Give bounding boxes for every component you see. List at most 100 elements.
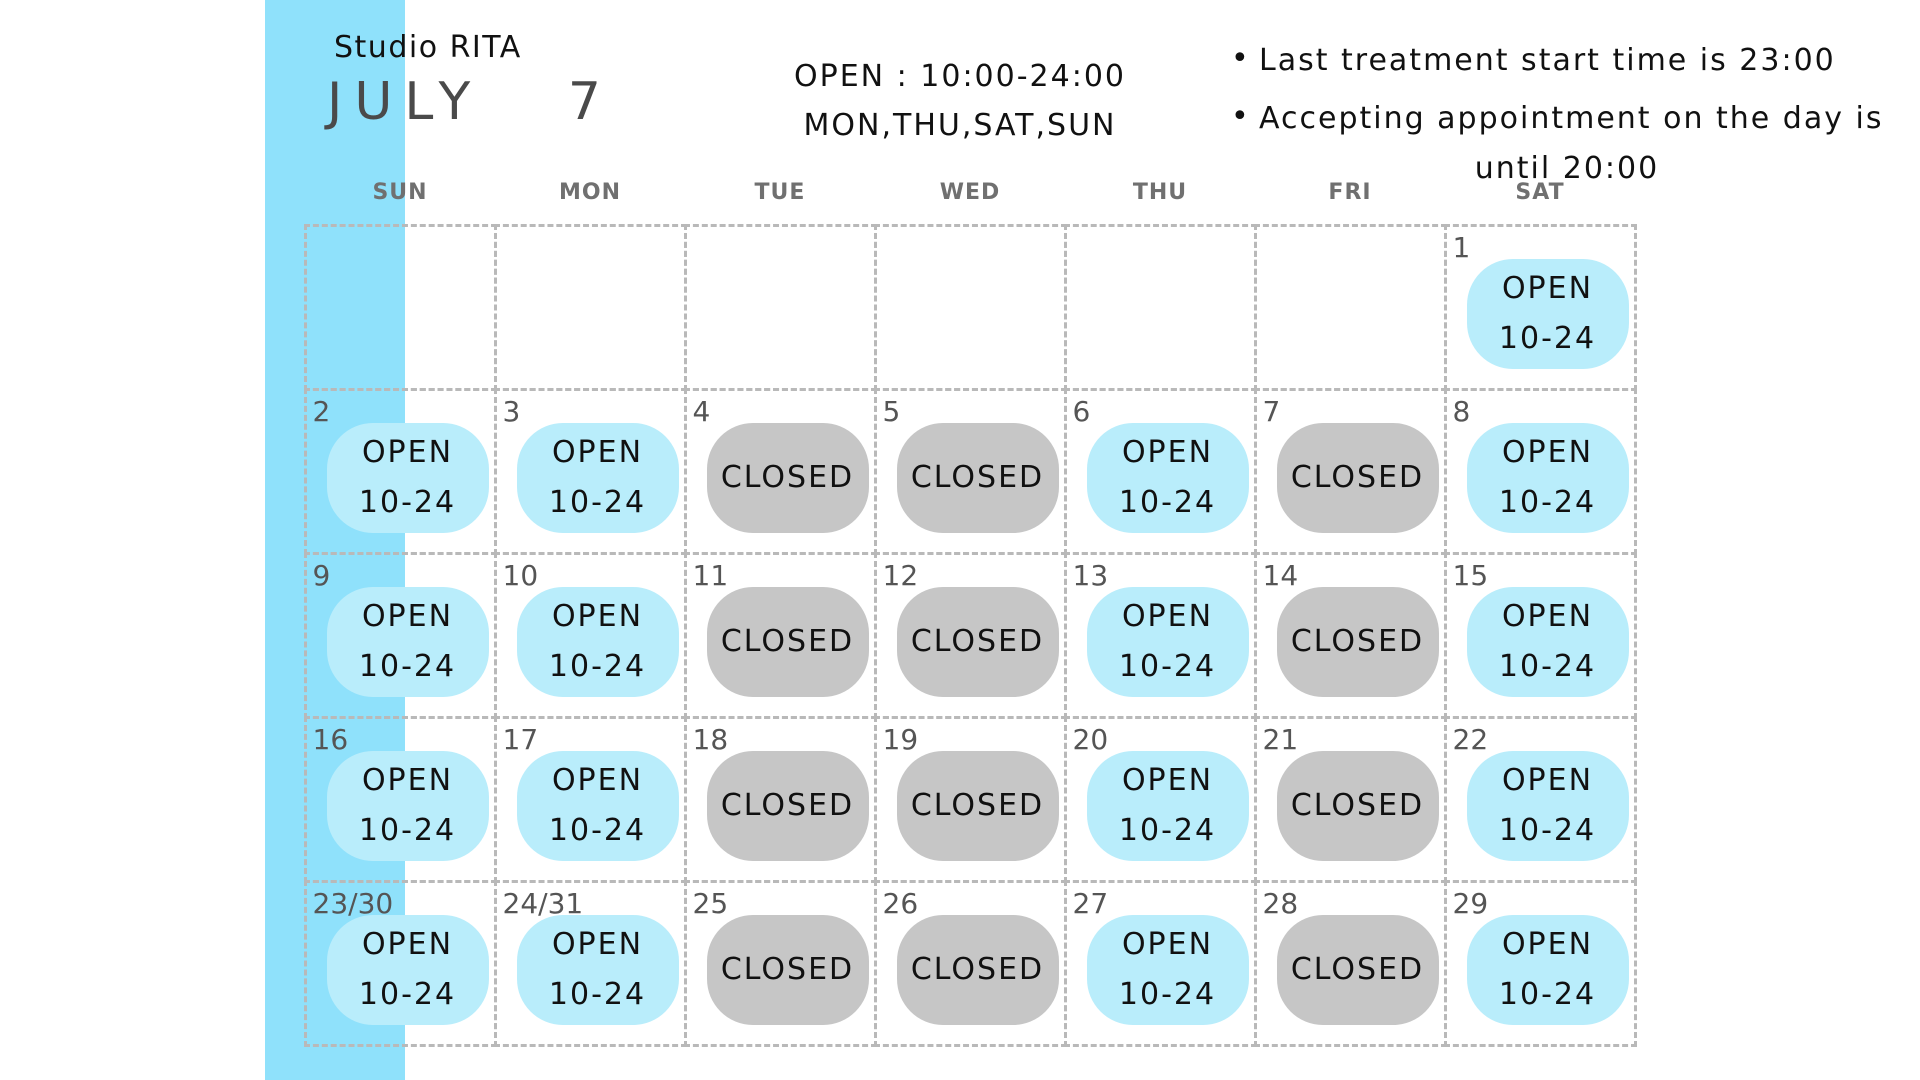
calendar-day-cell: 21 CLOSED [1253,715,1447,883]
calendar-day-cell [1253,223,1447,391]
status-label: OPEN [361,762,454,798]
day-number: 19 [882,722,919,756]
status-hours: 10-24 [1498,812,1597,848]
closed-status-badge: CLOSED [706,422,869,533]
note-same-day-line1: Accepting appointment on the day is [1259,101,1884,136]
calendar-day-cell: 24/31 OPEN 10-24 [493,879,687,1047]
calendar-day-cell: 3 OPEN 10-24 [493,387,687,555]
side-accent-stripe [265,0,405,1080]
closed-status-badge: CLOSED [896,914,1059,1025]
status-hours: 10-24 [358,812,457,848]
open-status-badge: OPEN 10-24 [516,914,679,1025]
status-label: CLOSED [720,459,855,495]
closed-status-badge: CLOSED [896,750,1059,861]
open-status-badge: OPEN 10-24 [516,586,679,697]
month-title: JULY 7 [327,72,613,132]
closed-status-badge: CLOSED [1276,750,1439,861]
day-number: 22 [1452,722,1489,756]
status-label: OPEN [551,762,644,798]
calendar-day-cell [683,223,877,391]
open-status-badge: OPEN 10-24 [1086,914,1249,1025]
weekday-label: SAT [1515,180,1565,205]
open-status-badge: OPEN 10-24 [1466,422,1629,533]
calendar-day-cell: 20 OPEN 10-24 [1063,715,1257,883]
calendar-day-cell: 7 CLOSED [1253,387,1447,555]
status-label: OPEN [361,434,454,470]
status-hours: 10-24 [1498,976,1597,1012]
status-label: OPEN [551,434,644,470]
note-same-day: Accepting appointment on the day is unti… [1225,88,1915,198]
day-number: 6 [1072,394,1091,428]
status-label: CLOSED [1290,951,1425,987]
weekday-label: WED [939,180,1001,205]
status-hours: 10-24 [548,812,647,848]
status-label: CLOSED [910,787,1045,823]
calendar-day-cell: 15 OPEN 10-24 [1443,551,1637,719]
calendar-day-cell: 1 OPEN 10-24 [1443,223,1637,391]
open-status-badge: OPEN 10-24 [1086,750,1249,861]
status-label: CLOSED [910,623,1045,659]
closed-status-badge: CLOSED [1276,914,1439,1025]
day-number: 18 [692,722,729,756]
opening-hours-days: MON,THU,SAT,SUN [803,108,1117,143]
day-number: 9 [312,558,331,592]
day-number: 4 [692,394,711,428]
closed-status-badge: CLOSED [896,422,1059,533]
status-label: OPEN [1501,762,1594,798]
closed-status-badge: CLOSED [706,586,869,697]
day-number: 21 [1262,722,1299,756]
open-status-badge: OPEN 10-24 [326,422,489,533]
status-hours: 10-24 [548,484,647,520]
status-label: OPEN [1501,434,1594,470]
status-label: OPEN [1121,762,1214,798]
status-label: OPEN [1121,926,1214,962]
day-number: 7 [1262,394,1281,428]
calendar-day-cell [873,223,1067,391]
status-hours: 10-24 [1498,648,1597,684]
calendar-day-cell: 17 OPEN 10-24 [493,715,687,883]
status-hours: 10-24 [358,484,457,520]
status-label: OPEN [1501,598,1594,634]
day-number: 1 [1452,230,1471,264]
day-number: 17 [502,722,539,756]
opening-hours-time: OPEN : 10:00-24:00 [793,59,1126,94]
day-number: 8 [1452,394,1471,428]
status-hours: 10-24 [358,648,457,684]
closed-status-badge: CLOSED [1276,586,1439,697]
status-label: CLOSED [720,787,855,823]
opening-hours: OPEN : 10:00-24:00 MON,THU,SAT,SUN [700,52,1220,150]
note-last-treatment: Last treatment start time is 23:00 [1225,30,1915,90]
status-label: OPEN [1501,270,1594,306]
open-status-badge: OPEN 10-24 [326,750,489,861]
status-label: OPEN [361,926,454,962]
calendar-day-cell: 26 CLOSED [873,879,1067,1047]
day-number: 13 [1072,558,1109,592]
day-number: 5 [882,394,901,428]
status-label: OPEN [1501,926,1594,962]
calendar-day-cell: 27 OPEN 10-24 [1063,879,1257,1047]
day-number: 10 [502,558,539,592]
open-status-badge: OPEN 10-24 [1466,258,1629,369]
day-number: 14 [1262,558,1299,592]
status-hours: 10-24 [358,976,457,1012]
status-label: OPEN [1121,434,1214,470]
open-status-badge: OPEN 10-24 [326,914,489,1025]
open-status-badge: OPEN 10-24 [516,750,679,861]
status-label: OPEN [1121,598,1214,634]
day-number: 16 [312,722,349,756]
status-label: CLOSED [1290,787,1425,823]
day-number: 11 [692,558,729,592]
open-status-badge: OPEN 10-24 [1086,422,1249,533]
calendar-day-cell: 18 CLOSED [683,715,877,883]
status-label: CLOSED [1290,623,1425,659]
open-status-badge: OPEN 10-24 [1466,586,1629,697]
status-label: CLOSED [910,459,1045,495]
status-hours: 10-24 [1118,484,1217,520]
weekday-label: SUN [372,180,428,205]
calendar-day-cell: 23/30 OPEN 10-24 [303,879,497,1047]
calendar-day-cell: 4 CLOSED [683,387,877,555]
weekday-label: MON [558,180,621,205]
open-status-badge: OPEN 10-24 [1466,750,1629,861]
weekday-label: TUE [754,180,806,205]
closed-status-badge: CLOSED [706,750,869,861]
